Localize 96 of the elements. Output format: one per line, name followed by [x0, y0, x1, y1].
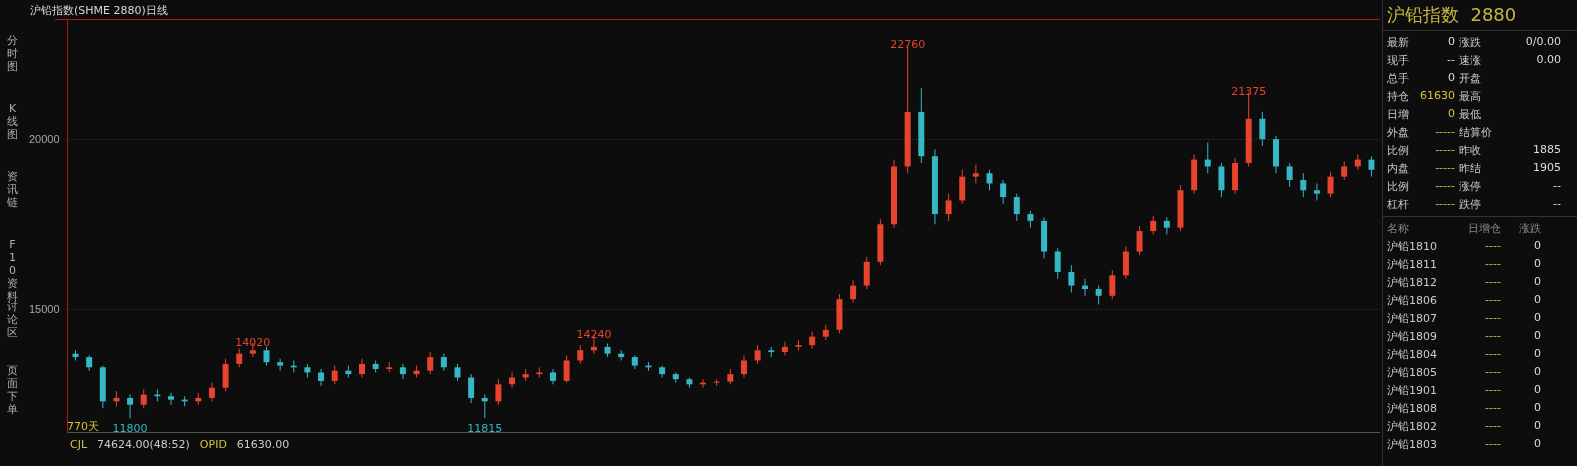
chart-title: 沪铅指数(SHME 2880)日线 — [30, 3, 168, 18]
text: 沪铅1808 — [1387, 401, 1438, 416]
text: ---- — [1484, 383, 1502, 398]
y-tick-label: 20000 — [28, 132, 60, 145]
annotation: 11800 — [112, 422, 148, 436]
text: 1905 — [1532, 161, 1562, 176]
text: 资讯链 — [6, 170, 19, 209]
text: 0 — [1533, 275, 1542, 290]
text: 0 — [1533, 347, 1542, 362]
text: 跌停 — [1459, 197, 1482, 212]
text: 61630.00 — [236, 438, 290, 451]
text: -- — [1552, 179, 1562, 194]
text: 日增仓 — [1467, 221, 1502, 236]
text: 0 — [1533, 419, 1542, 434]
text: 0 — [1533, 329, 1542, 344]
text: 名称 — [1387, 221, 1410, 236]
text: 0 — [1533, 311, 1542, 326]
text: 0 — [1447, 35, 1456, 50]
text: ---- — [1484, 275, 1502, 290]
text: 日增 — [1387, 107, 1410, 122]
text: 昨结 — [1459, 161, 1482, 176]
text: F10资料 — [6, 238, 19, 303]
text: K线图 — [6, 102, 19, 141]
text: 沪铅1806 — [1387, 293, 1438, 308]
text: 页面下单 — [6, 364, 19, 416]
text: 0 — [1533, 239, 1542, 254]
annotation: 770天 — [67, 419, 99, 434]
text: ---- — [1484, 257, 1502, 272]
y-tick-label: 15000 — [28, 302, 60, 315]
text: 比例 — [1387, 143, 1410, 158]
text: 涨跌 — [1518, 221, 1542, 236]
text: 0 — [1533, 383, 1542, 398]
text: 1885 — [1532, 143, 1562, 158]
annotation: 22760 — [890, 38, 926, 52]
text: 外盘 — [1387, 125, 1410, 140]
text: 沪铅1802 — [1387, 419, 1438, 434]
text: 昨收 — [1459, 143, 1482, 158]
text: ----- — [1434, 179, 1456, 194]
text: 0 — [1447, 107, 1456, 122]
text: 0 — [1533, 257, 1542, 272]
text: 0 — [1533, 401, 1542, 416]
text: 0 — [1447, 71, 1456, 86]
annotation: 14240 — [576, 328, 612, 342]
text: ----- — [1434, 143, 1456, 158]
text: 讨论区 — [6, 300, 19, 339]
text: 沪铅1809 — [1387, 329, 1438, 344]
text: 涨停 — [1459, 179, 1482, 194]
text: 结算价 — [1459, 125, 1493, 140]
text: 内盘 — [1387, 161, 1410, 176]
text: OPID — [199, 438, 227, 451]
text: -- — [1552, 197, 1562, 212]
text: 速涨 — [1459, 53, 1482, 68]
text: 0/0.00 — [1524, 35, 1562, 50]
text: ---- — [1484, 329, 1502, 344]
text: 沪铅1901 — [1387, 383, 1438, 398]
text: 最高 — [1459, 89, 1482, 104]
text: 0.00 — [1535, 53, 1562, 68]
text: -- — [1446, 53, 1456, 68]
text: 涨跌 — [1459, 35, 1482, 50]
text: 61630 — [1419, 89, 1456, 104]
text: ---- — [1484, 419, 1502, 434]
text: 0 — [1533, 437, 1542, 452]
text: ---- — [1484, 239, 1502, 254]
text: ----- — [1434, 197, 1456, 212]
text: 总手 — [1387, 71, 1410, 86]
text: 沪铅1803 — [1387, 437, 1438, 452]
text: 杠杆 — [1387, 197, 1410, 212]
text: 持仓 — [1387, 89, 1410, 104]
text: 沪铅1807 — [1387, 311, 1438, 326]
text: 现手 — [1387, 53, 1410, 68]
text: ---- — [1484, 365, 1502, 380]
annotation: 11815 — [467, 421, 503, 435]
text: 开盘 — [1459, 71, 1482, 86]
text: 分时图 — [6, 34, 19, 73]
text: 最新 — [1387, 35, 1410, 50]
text: ----- — [1434, 161, 1456, 176]
text: 最低 — [1459, 107, 1482, 122]
text: ---- — [1484, 311, 1502, 326]
annotation: 21375 — [1231, 85, 1267, 99]
text: ---- — [1484, 437, 1502, 452]
text: 0 — [1533, 293, 1542, 308]
annotation: 14020 — [235, 335, 271, 349]
text: 0 — [1533, 365, 1542, 380]
text: 74624.00(48:52) — [97, 438, 190, 451]
text: 沪铅1811 — [1387, 257, 1438, 272]
text: 比例 — [1387, 179, 1410, 194]
text: ---- — [1484, 347, 1502, 362]
text: 沪铅1804 — [1387, 347, 1438, 362]
text: ----- — [1434, 125, 1456, 140]
text: ---- — [1484, 293, 1502, 308]
text: CJL — [70, 438, 88, 451]
text: ---- — [1484, 401, 1502, 416]
text: 沪铅指数 2880 — [1386, 3, 1518, 27]
text: 沪铅1810 — [1387, 239, 1438, 254]
text: 沪铅1812 — [1387, 275, 1438, 290]
text: 沪铅1805 — [1387, 365, 1438, 380]
